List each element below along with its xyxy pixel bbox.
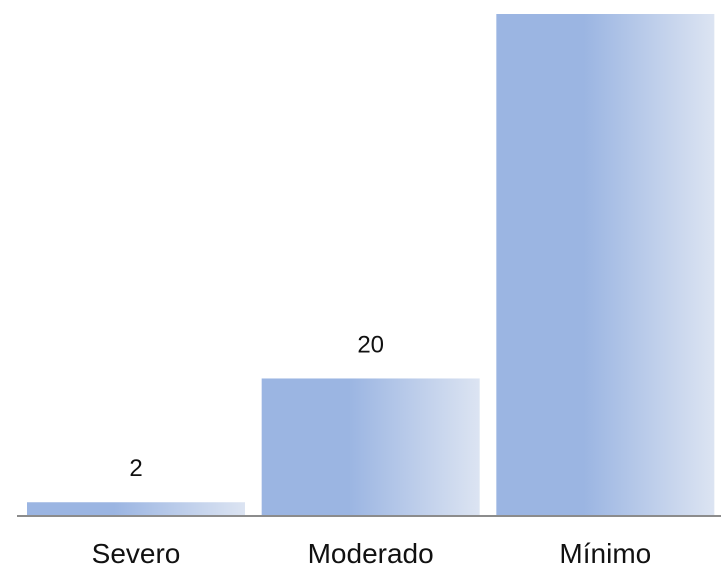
bar-severo (27, 502, 245, 516)
data-label-severo: 2 (129, 455, 142, 482)
x-tick-label-mínimo: Mínimo (559, 538, 651, 569)
bar-moderado (261, 378, 480, 516)
x-tick-labels-layer: Severo Moderado Mínimo (92, 538, 652, 569)
data-label-moderado: 20 (357, 331, 384, 358)
x-tick-label-severo: Severo (92, 538, 181, 569)
bar-mínimo (496, 14, 715, 516)
data-labels-layer: 2 20 (129, 331, 384, 482)
x-tick-label-moderado: Moderado (308, 538, 434, 569)
bars-layer (27, 14, 715, 516)
